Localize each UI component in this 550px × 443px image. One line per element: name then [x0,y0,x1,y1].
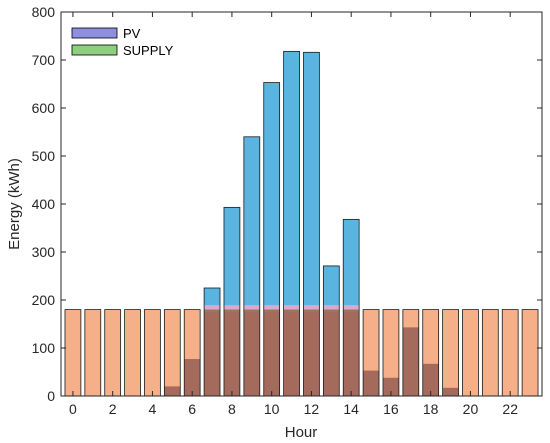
x-tick-label: 18 [423,401,439,417]
y-tick-label: 400 [32,196,56,212]
supply-bar [164,309,181,396]
overlap-band [204,305,221,310]
supply-bar [124,309,141,396]
supply-bar [482,309,499,396]
y-tick-label: 500 [32,148,56,164]
x-tick-label: 10 [264,401,280,417]
x-tick-label: 12 [304,401,320,417]
overlap-bar [204,309,221,396]
overlap-band [343,305,360,310]
x-tick-label: 16 [383,401,399,417]
supply-bar [64,309,81,396]
x-tick-label: 6 [188,401,196,417]
overlap-bar [343,309,360,396]
overlap-edge [343,309,360,313]
overlap-bar [243,309,260,396]
y-tick-label: 100 [32,340,56,356]
overlap-bar [164,386,181,396]
x-axis-label: Hour [285,424,318,441]
y-tick-label: 300 [32,244,56,260]
x-tick-label: 2 [109,401,117,417]
overlap-bar [263,309,280,396]
overlap-edge [263,309,280,313]
overlap-band [223,305,240,310]
overlap-band [283,305,300,310]
supply-bar [382,309,399,396]
supply-bar [84,309,101,396]
legend: PV SUPPLY [71,26,174,58]
overlap-bar [442,387,459,396]
overlap-band [243,305,260,310]
bars-group [64,50,539,397]
legend-swatch-supply [71,44,118,56]
x-tick-label: 4 [149,401,157,417]
supply-bar [442,309,459,396]
y-tick-label: 200 [32,292,56,308]
overlap-band [303,305,320,310]
overlap-edge [303,309,320,313]
x-tick-label: 8 [228,401,236,417]
x-tick-label: 0 [69,401,77,417]
y-tick-label: 800 [32,4,56,20]
overlap-edge [204,309,221,313]
overlap-edge [283,309,300,313]
overlap-band [263,305,280,310]
x-tick-label: 20 [463,401,479,417]
y-tick-label: 700 [32,52,56,68]
legend-swatch-pv [71,27,118,39]
y-axis-label: Energy (kWh) [6,158,23,250]
overlap-bar [223,309,240,396]
overlap-edge [223,309,240,313]
supply-bar [522,309,539,396]
supply-bar [502,309,519,396]
supply-bar [462,309,479,396]
y-tick-label: 600 [32,100,56,116]
x-tick-label: 14 [343,401,359,417]
overlap-bar [422,363,439,396]
y-tick-label: 0 [47,388,55,404]
overlap-bar [303,309,320,396]
supply-bar [104,309,121,396]
plot-background [61,12,542,396]
ticks-group: 0 100 200 300 400 500 600 700 800 0 2 4 6 8 10 12 14 16 18… [32,4,542,417]
supply-bar [144,309,161,396]
overlap-edge [243,309,260,313]
x-tick-label: 22 [502,401,518,417]
legend-label-pv: PV [123,26,141,41]
overlap-edge [323,309,340,313]
overlap-bar [283,309,300,396]
overlap-bar [402,327,419,396]
overlap-bar [184,359,201,396]
overlap-bar [323,309,340,396]
overlap-bar [363,370,380,396]
overlap-bar [382,377,399,396]
overlap-band [323,305,340,310]
legend-label-supply: SUPPLY [123,43,174,58]
